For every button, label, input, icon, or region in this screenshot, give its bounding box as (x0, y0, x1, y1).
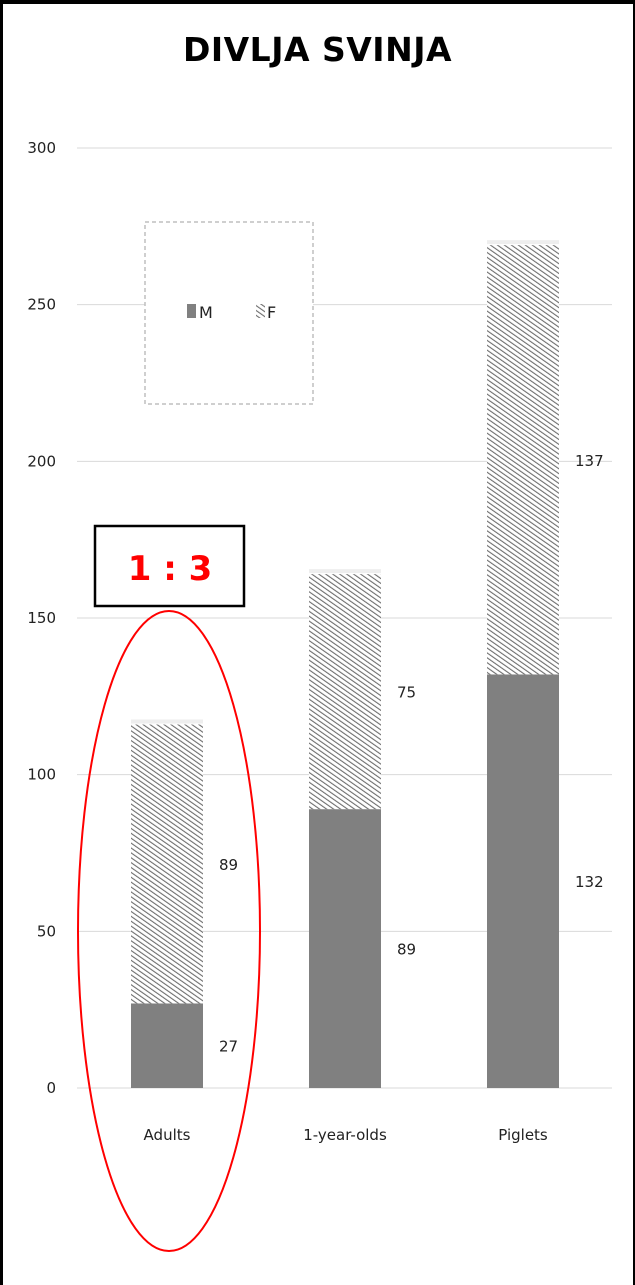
data-label: 89 (397, 941, 416, 959)
y-tick-label: 250 (27, 296, 56, 314)
legend-swatch-f (256, 304, 265, 318)
highlight-ellipse (77, 610, 261, 1252)
chart-title: DIVLJA SVINJA (182, 30, 453, 69)
y-tick-label: 150 (27, 609, 56, 627)
bar-f-1-year-olds (309, 574, 381, 810)
data-label: 27 (219, 1038, 238, 1056)
bar-m-adults (131, 1003, 203, 1088)
legend-label-m: M (199, 303, 213, 322)
x-tick-label: Piglets (498, 1126, 548, 1144)
ratio-box (93, 524, 246, 608)
data-label: 137 (575, 452, 604, 470)
legend-swatch-m (187, 304, 196, 318)
bar-f-piglets (487, 245, 559, 675)
y-tick-label: 50 (37, 922, 56, 940)
bar-m-1-year-olds (309, 809, 381, 1088)
bar-m-piglets (487, 674, 559, 1088)
legend-label-f: F (267, 303, 276, 322)
y-tick-label: 0 (46, 1079, 56, 1097)
data-label: 132 (575, 873, 604, 891)
y-tick-label: 300 (27, 139, 56, 157)
y-tick-label: 200 (27, 452, 56, 470)
data-label: 89 (219, 856, 238, 874)
data-label: 75 (397, 684, 416, 702)
legend-box (144, 221, 314, 405)
bar-f-adults (131, 724, 203, 1004)
x-tick-label: Adults (144, 1126, 191, 1144)
y-tick-label: 100 (27, 766, 56, 784)
x-tick-label: 1-year-olds (303, 1126, 387, 1144)
ratio-text: 1 : 3 (128, 549, 213, 589)
